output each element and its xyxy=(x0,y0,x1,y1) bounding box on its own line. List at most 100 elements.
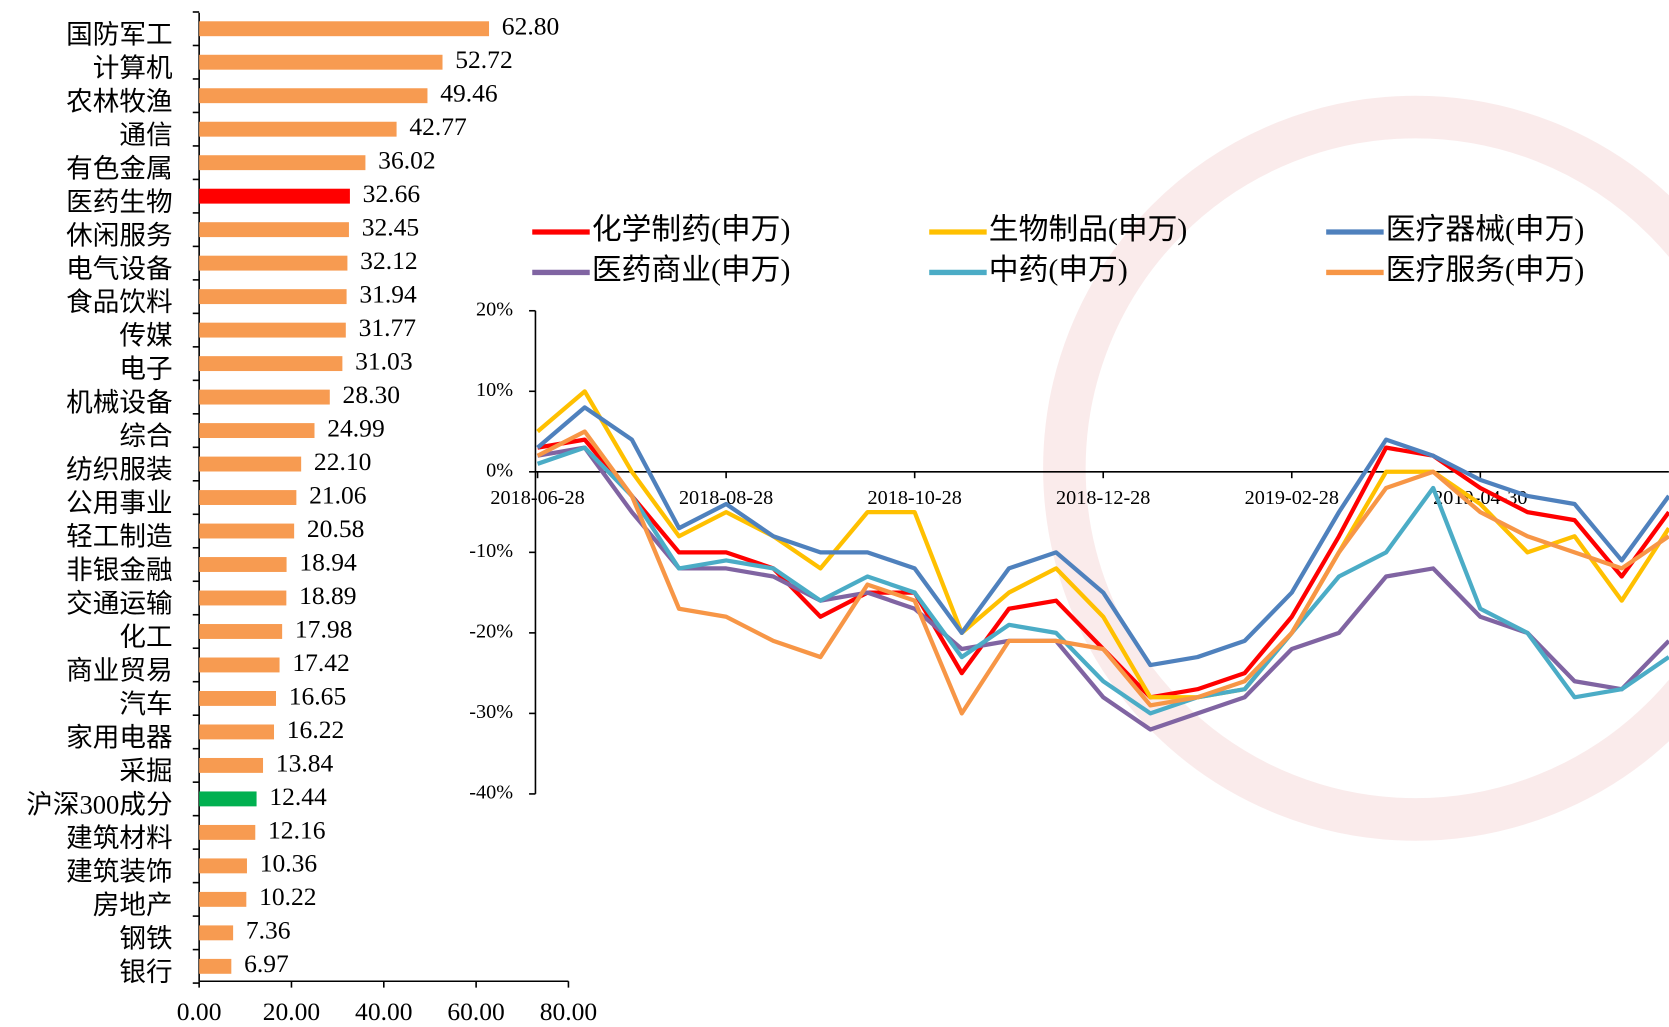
bar xyxy=(199,657,280,673)
bar xyxy=(199,925,234,941)
bar xyxy=(199,289,347,305)
bar-value-label: 31.77 xyxy=(359,313,417,342)
x-tick-label: 2018-06-28 xyxy=(490,487,584,509)
series-line xyxy=(536,405,1669,668)
bar-value-label: 10.36 xyxy=(260,849,317,878)
category-label: 汽车 xyxy=(119,689,172,719)
category-label: 钢铁 xyxy=(119,923,172,953)
category-label: 电子 xyxy=(119,354,172,384)
y-tick-label: -30% xyxy=(469,701,513,723)
x-tick-label: 60.00 xyxy=(447,997,504,1026)
bar xyxy=(199,824,256,840)
bar xyxy=(199,456,302,472)
bar xyxy=(199,88,428,104)
bar xyxy=(199,322,346,338)
x-tick-label: 2018-12-28 xyxy=(1056,487,1150,509)
bar xyxy=(199,590,287,606)
bar xyxy=(199,389,330,405)
category-label: 轻工制造 xyxy=(66,522,172,552)
legend-label: 医药商业(申万) xyxy=(592,253,791,286)
bar xyxy=(199,490,297,505)
bar-value-label: 28.30 xyxy=(343,380,400,409)
category-label: 有色金属 xyxy=(66,153,172,183)
bar-value-label: 20.58 xyxy=(307,514,364,543)
category-label: 机械设备 xyxy=(66,388,172,418)
series-line xyxy=(536,429,1669,716)
bar-value-label: 32.12 xyxy=(360,246,417,275)
category-label: 建筑材料 xyxy=(66,823,172,853)
bar-value-label: 16.22 xyxy=(287,715,344,744)
bar xyxy=(199,858,247,874)
bar xyxy=(199,791,257,807)
bar-value-label: 7.36 xyxy=(246,916,291,945)
x-tick-label: 2019-02-28 xyxy=(1245,487,1339,509)
legend-label: 化学制药(申万) xyxy=(592,213,791,246)
bar-value-label: 32.45 xyxy=(362,213,419,242)
bar xyxy=(199,757,264,773)
bar-value-label: 31.94 xyxy=(359,279,417,308)
x-tick-label: 40.00 xyxy=(355,997,412,1026)
bar xyxy=(199,255,348,271)
category-label: 农林牧渔 xyxy=(66,86,172,116)
bar-value-label: 13.84 xyxy=(276,748,334,777)
bar-value-label: 18.94 xyxy=(299,547,357,576)
bar-value-label: 62.80 xyxy=(502,12,559,41)
bar xyxy=(199,21,490,37)
series-line xyxy=(536,389,1669,700)
bar-value-label: 17.42 xyxy=(292,648,349,677)
watermark xyxy=(1043,95,1669,841)
x-tick-label: 80.00 xyxy=(540,997,597,1026)
bar-value-label: 12.16 xyxy=(268,815,325,844)
y-tick-label: -20% xyxy=(469,621,513,643)
bar xyxy=(199,356,343,372)
category-label: 采掘 xyxy=(119,756,172,786)
category-label: 计算机 xyxy=(93,53,173,83)
y-tick-label: -10% xyxy=(469,540,513,562)
bar-value-label: 18.89 xyxy=(299,581,356,610)
bar-value-label: 16.65 xyxy=(289,681,346,710)
bar-value-label: 6.97 xyxy=(244,949,289,978)
y-tick-label: -40% xyxy=(469,782,513,804)
series-line xyxy=(537,445,1669,732)
x-tick-label: 2018-08-28 xyxy=(679,487,773,509)
bar-value-label: 12.44 xyxy=(269,782,327,811)
category-label: 沪深300成分 xyxy=(26,790,172,820)
bar-value-label: 22.10 xyxy=(314,447,371,476)
y-tick-label: 20% xyxy=(476,298,513,320)
x-tick-label: 20.00 xyxy=(263,997,320,1026)
category-label: 食品饮料 xyxy=(66,287,172,317)
category-label: 国防军工 xyxy=(66,19,172,49)
category-label: 医药生物 xyxy=(66,187,172,217)
bar-value-label: 21.06 xyxy=(309,480,366,509)
category-label: 传媒 xyxy=(119,321,172,351)
bar-value-label: 52.72 xyxy=(455,45,512,74)
bar-value-label: 32.66 xyxy=(363,179,420,208)
category-label: 公用事业 xyxy=(66,488,172,518)
bar-value-label: 24.99 xyxy=(327,413,384,442)
bar-value-label: 36.02 xyxy=(378,146,435,175)
legend-label: 医疗服务(申万) xyxy=(1386,253,1585,286)
y-tick-label: 0% xyxy=(486,459,513,481)
watermark-ring xyxy=(1043,95,1669,841)
bar xyxy=(199,557,287,572)
category-label: 商业贸易 xyxy=(66,656,172,686)
category-label: 化工 xyxy=(119,622,172,652)
category-label: 综合 xyxy=(119,421,172,451)
bar xyxy=(199,691,277,706)
legend-label: 中药(申万) xyxy=(989,253,1128,286)
y-tick-label: 10% xyxy=(476,379,513,401)
bar xyxy=(199,54,443,70)
category-label: 纺织服装 xyxy=(66,455,172,485)
bar xyxy=(199,188,350,204)
category-label: 建筑装饰 xyxy=(66,857,172,887)
bar xyxy=(199,121,397,137)
bar-value-label: 17.98 xyxy=(295,614,352,643)
bar-value-label: 42.77 xyxy=(409,112,467,141)
bar-value-label: 31.03 xyxy=(355,346,412,375)
bar xyxy=(199,891,247,907)
legend-label: 生物制品(申万) xyxy=(989,213,1188,246)
bar-value-label: 49.46 xyxy=(440,79,497,108)
category-label: 非银金融 xyxy=(66,555,172,585)
bar xyxy=(199,523,295,539)
